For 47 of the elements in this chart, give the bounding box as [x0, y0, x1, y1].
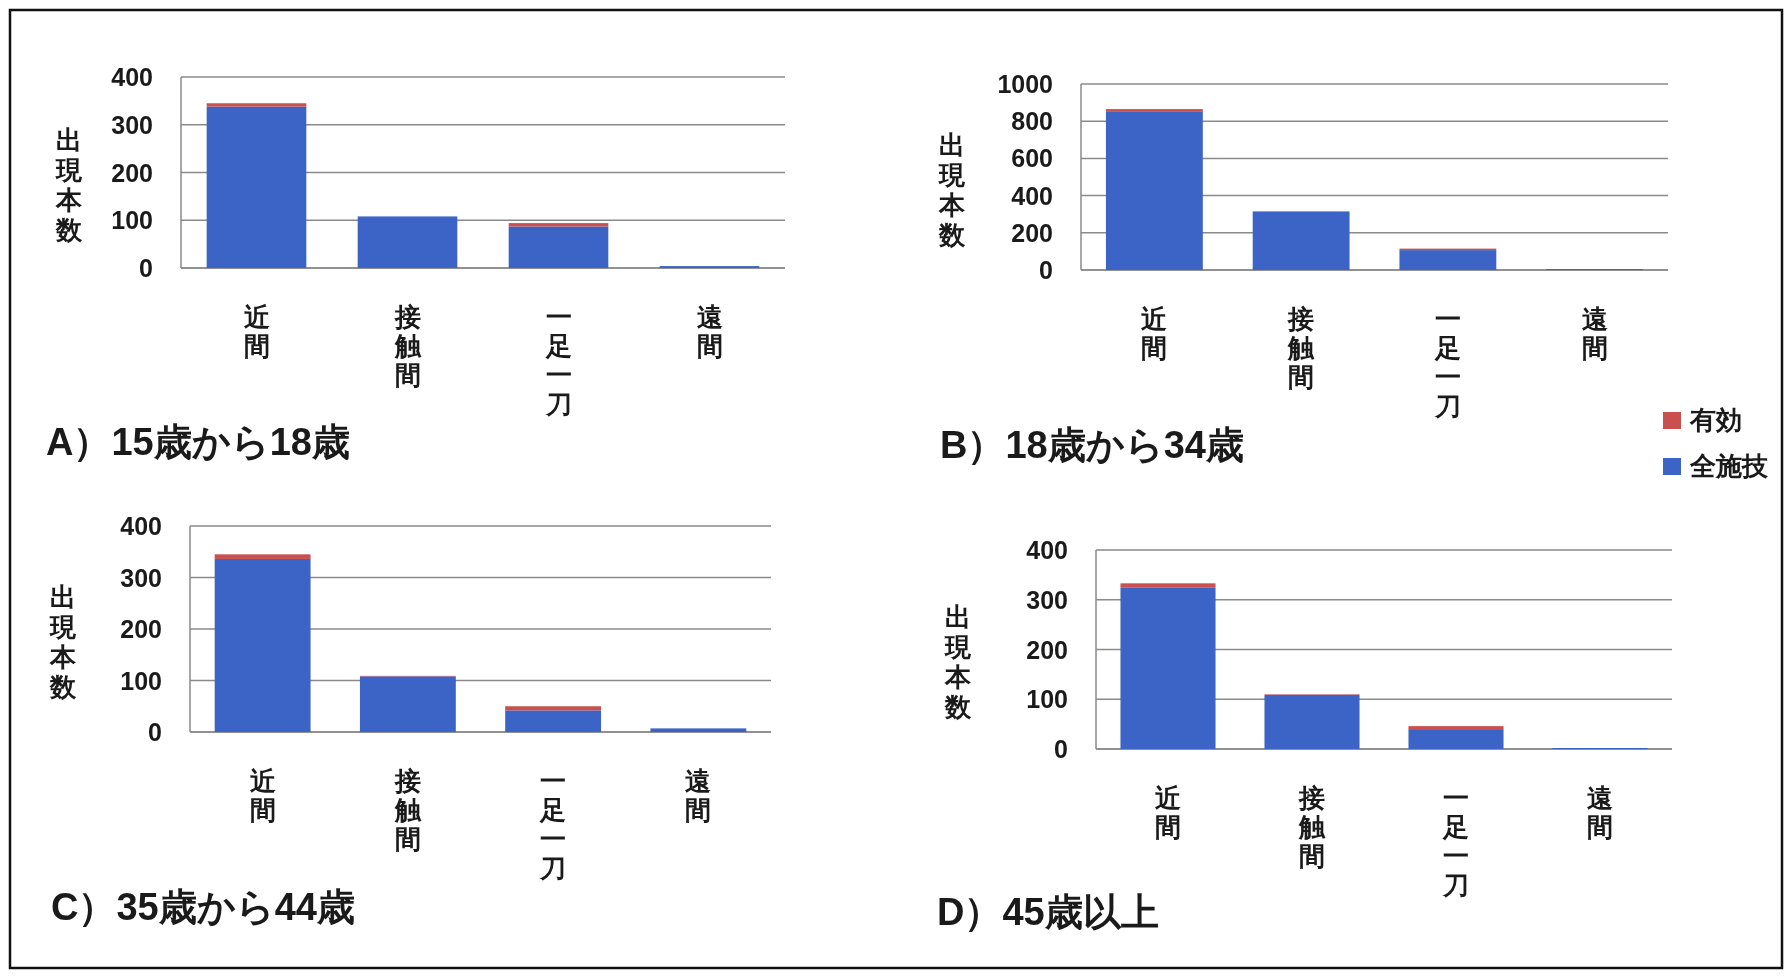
x-tick-label: 遠間	[685, 765, 712, 825]
y-tick-label: 200	[120, 615, 162, 643]
y-tick-label: 200	[1011, 218, 1053, 247]
y-axis-title: 出現本数	[56, 125, 82, 246]
legend-label: 全施技	[1690, 451, 1768, 481]
y-tick-label: 200	[1026, 635, 1068, 664]
y-axis-title: 出現本数	[50, 581, 76, 702]
x-tick-label: 遠間	[696, 301, 723, 361]
x-tick-label: 遠間	[1587, 782, 1613, 842]
y-tick-label: 300	[120, 563, 162, 592]
y-axis-title: 出現本数	[939, 129, 965, 250]
y-tick-label: 600	[1011, 144, 1053, 173]
y-tick-label: 0	[139, 254, 153, 282]
y-tick-label: 800	[1011, 107, 1053, 136]
x-tick-label: 近間	[1155, 782, 1181, 842]
y-tick-label: 100	[1026, 685, 1068, 714]
x-tick-label: 一足一刀	[1443, 782, 1469, 900]
x-tick-label: 接触間	[1288, 303, 1315, 392]
x-tick-label: 近間	[1141, 303, 1168, 363]
y-tick-label: 1000	[997, 70, 1053, 98]
y-tick-label: 400	[111, 63, 153, 91]
legend-label: 有効	[1690, 405, 1742, 435]
title: D）45歳以上	[937, 891, 1159, 933]
y-tick-label: 400	[120, 512, 162, 540]
y-axis-title: 出現本数	[945, 602, 971, 723]
y-tick-label: 100	[111, 206, 153, 235]
y-tick-label: 300	[111, 110, 153, 139]
x-tick-label: 近間	[243, 301, 270, 361]
title: B）18歳から34歳	[940, 424, 1244, 466]
x-tick-label: 一足一刀	[1434, 303, 1461, 421]
y-tick-label: 300	[1026, 585, 1068, 614]
x-tick-label: 一足一刀	[545, 301, 572, 419]
y-tick-label: 100	[120, 666, 162, 695]
x-tick-label: 一足一刀	[540, 765, 567, 883]
y-tick-label: 200	[111, 158, 153, 187]
y-tick-label: 0	[148, 718, 162, 746]
x-tick-label: 遠間	[1581, 303, 1608, 363]
title: C）35歳から44歳	[51, 886, 355, 928]
y-tick-label: 0	[1054, 735, 1068, 763]
x-tick-label: 近間	[249, 765, 276, 825]
y-tick-label: 400	[1026, 536, 1068, 564]
x-tick-label: 接触間	[394, 765, 421, 854]
title: A）15歳から18歳	[46, 421, 350, 463]
x-tick-label: 接触間	[1299, 782, 1325, 871]
x-tick-label: 接触間	[394, 301, 421, 390]
y-tick-label: 400	[1011, 181, 1053, 210]
y-tick-label: 0	[1039, 256, 1053, 284]
